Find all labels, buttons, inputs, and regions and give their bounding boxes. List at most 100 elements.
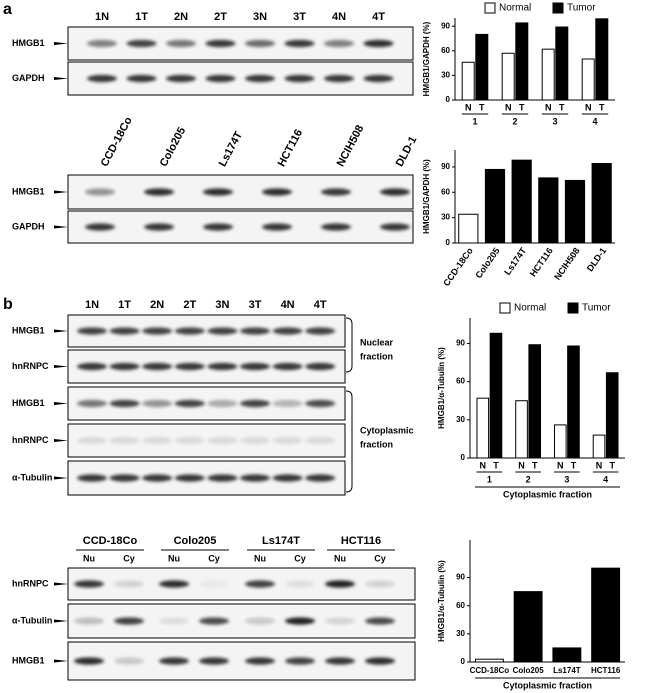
band [142, 436, 173, 445]
fraction-label: Nuclear [360, 337, 394, 347]
band [85, 223, 115, 231]
lane-label: 3T [249, 299, 262, 311]
band [77, 436, 107, 445]
y-axis-label: HMGB1/α-Tubulin (%) [437, 560, 446, 642]
band [85, 188, 115, 196]
x-tick-label: NCIH508 [552, 246, 581, 282]
band [109, 474, 140, 482]
band [199, 580, 229, 588]
band [284, 39, 315, 48]
lane-label: 2T [214, 11, 227, 23]
bar-sublabel: N [518, 460, 525, 470]
x-tick-label: CCD-18Co [441, 245, 475, 288]
row-label: HMGB1 [12, 398, 45, 408]
lane-label: 3T [293, 11, 306, 23]
band [325, 657, 355, 665]
band [199, 657, 229, 665]
band [87, 39, 117, 48]
bar [595, 18, 609, 101]
band [203, 223, 233, 231]
bar [591, 163, 612, 244]
lane-label: 3N [253, 11, 267, 23]
lane-label: Cy [123, 553, 135, 563]
bar [528, 344, 542, 459]
band [199, 617, 229, 625]
band [109, 327, 140, 335]
row-label: hnRNPC [12, 361, 49, 371]
blot-box [67, 460, 346, 496]
band [109, 399, 140, 408]
bar [458, 213, 479, 244]
row-label: α-Tubulin [12, 615, 52, 625]
band [174, 399, 205, 408]
bar-sublabel: T [599, 102, 605, 112]
blot-box [67, 386, 346, 421]
lane-label: Colo205 [158, 125, 189, 168]
blot-box [67, 26, 414, 61]
row-label: GAPDH [12, 221, 45, 231]
lane-label: NCIH508 [335, 123, 367, 169]
lane-label: 4N [281, 299, 295, 311]
band [363, 39, 394, 48]
band [285, 617, 315, 625]
blot-box [67, 61, 414, 96]
bar [605, 372, 619, 459]
blot-box [67, 423, 346, 458]
arrow [54, 659, 68, 663]
band [245, 657, 275, 665]
band [380, 223, 410, 231]
band [240, 436, 270, 445]
band [174, 362, 205, 371]
lane-label: DLD-1 [394, 135, 420, 169]
row-label: hnRNPC [12, 435, 49, 445]
bar-sublabel: T [519, 102, 525, 112]
bar [591, 567, 621, 663]
panel-label: b [3, 296, 13, 313]
bar-sublabel: N [557, 460, 564, 470]
lane-label: Nu [168, 553, 180, 563]
band [272, 474, 303, 482]
band [245, 39, 275, 48]
x-tick-label: Ls174T [553, 666, 581, 675]
band [126, 74, 157, 83]
bar [476, 397, 490, 459]
band [240, 362, 270, 371]
blot-box [67, 174, 414, 210]
band [245, 74, 275, 83]
y-tick-label: 60 [441, 187, 450, 196]
blot-box [67, 314, 346, 348]
band [142, 399, 173, 408]
band [363, 74, 394, 83]
bar-sublabel: N [585, 102, 592, 112]
band [159, 617, 189, 625]
y-tick-label: 0 [461, 657, 466, 666]
y-tick-label: 0 [461, 453, 466, 462]
band [321, 188, 351, 196]
arrow [54, 190, 68, 194]
bar-sublabel: T [559, 102, 565, 112]
legend-swatch [552, 2, 564, 14]
x-tick-label: 1 [487, 474, 492, 484]
band [77, 474, 107, 482]
band [142, 362, 173, 371]
band [245, 617, 275, 625]
lane-label: HCT116 [276, 128, 306, 169]
band [205, 39, 236, 48]
y-tick-label: 90 [441, 21, 450, 30]
arrow [54, 476, 68, 480]
y-tick-label: 90 [456, 339, 465, 348]
row-label: HMGB1 [12, 38, 45, 48]
band [142, 474, 173, 482]
bar-sublabel: T [532, 460, 538, 470]
arrow [54, 365, 68, 368]
bar [484, 168, 506, 244]
lane-label: Cy [294, 553, 306, 563]
y-tick-label: 30 [441, 213, 450, 222]
arrow [54, 439, 68, 442]
x-axis-label: Cytoplasmic fraction [503, 680, 592, 690]
y-tick-label: 0 [446, 95, 451, 104]
band [305, 474, 336, 482]
legend-swatch [567, 302, 579, 314]
y-tick-label: 0 [446, 238, 451, 247]
